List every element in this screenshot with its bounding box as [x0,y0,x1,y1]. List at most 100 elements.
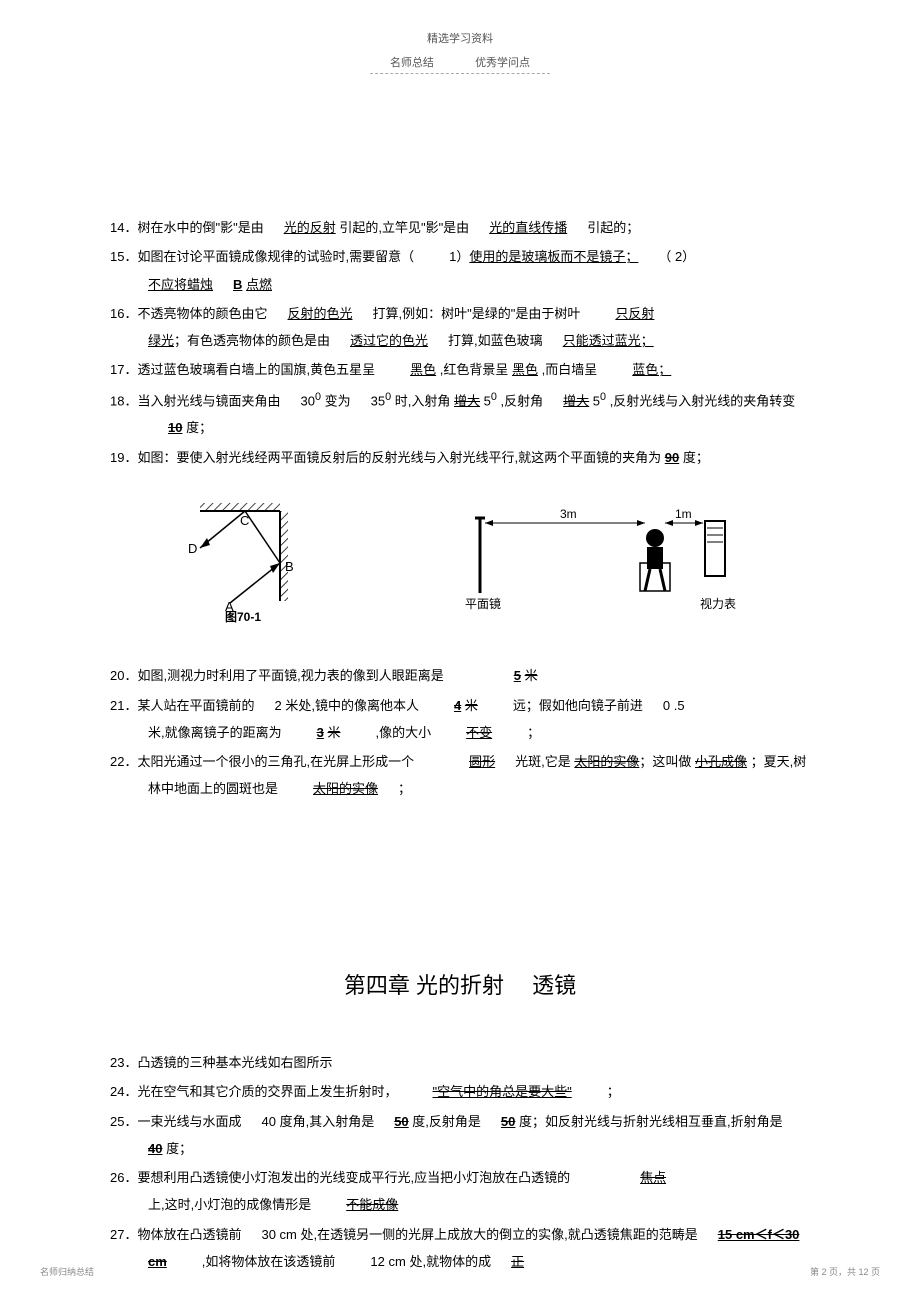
svg-text:3m: 3m [560,507,577,521]
header-sub-left: 名师总结 [390,57,434,69]
q-text: 度； [186,420,212,435]
q-text: 引起的,立竿见"影"是由 [339,220,469,235]
q-answer: 10 [168,420,182,435]
svg-text:图70-1: 图70-1 [225,610,261,623]
q-text: 米 [525,668,538,683]
q-text: 不透亮物体的颜色由它 [137,306,267,321]
q-answer: 黑色 [410,362,436,377]
q-text: ； [398,781,411,796]
q-answer: 光的直线传播 [489,220,567,235]
question-19: 19．如图：要使入射光线经两平面镜反射后的反射光线与入射光线平行,就这两个平面镜… [110,444,810,471]
q-num: 21． [110,698,137,713]
q-answer: 不变 [466,725,492,740]
q-answer: 透过它的色光 [350,333,428,348]
q-text: ,像的大小 [376,725,432,740]
q-text: 光斑,它是 [515,754,571,769]
question-16: 16．不透亮物体的颜色由它反射的色光打算,例如：树叶"是绿的"是由于树叶只反射 … [110,300,810,355]
q-text: 时,入射角 [395,393,451,408]
q-text: ,而白墙呈 [542,362,598,377]
q-num: 23． [110,1055,137,1070]
q-answer: "空气中的角总是要大些" [432,1084,571,1099]
q-text: ,反射光线与入射光线的夹角转变 [610,393,796,408]
q-text: 度； [166,1141,192,1156]
q-text: 1） [449,249,469,264]
footer-left: 名师归纳总结 [40,1265,94,1278]
question-20: 20．如图,测视力时利用了平面镜,视力表的像到人眼距离是5 米 [110,662,810,689]
q-answer: 太阳的实像 [313,781,378,796]
q-text: 物体放在凸透镜前 [137,1227,241,1242]
question-26: 26．要想利用凸透镜使小灯泡发出的光线变成平行光,应当把小灯泡放在凸透镜的焦点 … [110,1164,810,1219]
q-text: 度,反射角是 [412,1114,481,1129]
q-sup: 0 [315,391,321,403]
q-answer: 增大 [563,393,589,408]
q-answer: B [233,277,242,292]
q-text: 树在水中的倒"影"是由 [137,220,263,235]
q-answer: 不能成像 [346,1197,398,1212]
q-answer: 不应将蜡烛 [148,277,213,292]
q-answer: 蓝色； [632,362,671,377]
svg-text:B: B [285,559,294,574]
q-text: 太阳光通过一个很小的三角孔,在光屏上形成一个 [137,754,414,769]
q-num: 17． [110,362,137,377]
q-num: 24． [110,1084,137,1099]
q-value: 40 [261,1114,275,1129]
q-answer: 只反射 [615,306,654,321]
q-text: 度角,其入射角是 [280,1114,375,1129]
q-answer: 5 [514,668,521,683]
q-text: ,红色背景呈 [440,362,509,377]
q-answer: 90 [665,450,679,465]
q-num: 22． [110,754,137,769]
footer-right: 第 2 页，共 12 页 [810,1265,880,1278]
q-text: 米 [465,698,478,713]
q-answer: 圆形 [469,754,495,769]
q-text: 某人站在平面镜前的 [137,698,254,713]
chapter-title: 第四章 光的折射 透镜 [110,963,810,1009]
svg-text:D: D [188,541,197,556]
question-25: 25．一束光线与水面成40 度角,其入射角是50 度,反射角是50 度；如反射光… [110,1108,810,1163]
q-sup: 0 [600,391,606,403]
q-sup: 0 [491,391,497,403]
q-text: 要想利用凸透镜使小灯泡发出的光线变成平行光,应当把小灯泡放在凸透镜的 [137,1170,570,1185]
q-text: 米 [327,725,340,740]
q-answer: 反射的色光 [287,306,352,321]
question-17: 17．透过蓝色玻璃看白墙上的国旗,黄色五星呈黑色 ,红色背景呈 黑色 ,而白墙呈… [110,356,810,383]
question-18: 18．当入射光线与镜面夹角由300 变为350 时,入射角 增大 50 ,反射角… [110,386,810,442]
q-num: 25． [110,1114,137,1129]
q-answer: 40 [148,1141,162,1156]
q-text: （ 2） [658,249,695,264]
q-answer: 只能透过蓝光； [563,333,654,348]
q-num: 18． [110,393,137,408]
q-answer: 焦点 [640,1170,666,1185]
q-answer: 绿光 [148,333,174,348]
header-top: 精选学习资料 [0,0,920,46]
svg-text:1m: 1m [675,507,692,521]
q-num: 19． [110,450,137,465]
q-answer: 增大 [454,393,480,408]
q-answer: 50 [394,1114,408,1129]
q-text: 如图在讨论平面镜成像规律的试验时,需要留意（ [137,249,414,264]
q-answer: 小孔成像 [695,754,747,769]
q-text: 透过蓝色玻璃看白墙上的国旗,黄色五星呈 [137,362,375,377]
q-value: 5 [593,393,600,408]
question-15: 15．如图在讨论平面镜成像规律的试验时,需要留意（1）使用的是玻璃板而不是镜子；… [110,243,810,298]
question-14: 14．树在水中的倒"影"是由光的反射 引起的,立竿见"影"是由光的直线传播引起的… [110,214,810,241]
q-text: ；有色透亮物体的颜色是由 [174,333,330,348]
q-answer: 使用的是玻璃板而不是镜子； [469,249,638,264]
q-num: 20． [110,668,137,683]
q-answer: 4 [454,698,461,713]
svg-text:C: C [240,513,249,528]
q-answer: 3 [317,725,324,740]
svg-text:平面镜: 平面镜 [465,596,501,611]
q-answer: 正 [511,1254,524,1269]
q-text: 米,就像离镜子的距离为 [148,725,282,740]
q-text: 变为 [325,393,351,408]
q-text: ,如将物体放在该透镜前 [202,1254,336,1269]
q-value: 30 cm [261,1227,296,1242]
q-text: ,反射角 [501,393,544,408]
q-num: 27． [110,1227,137,1242]
q-text: ； [607,1084,620,1099]
q-value: 12 cm [370,1254,405,1269]
q-answer: 光的反射 [284,220,336,235]
q-text: 处,就物体的成 [409,1254,491,1269]
q-text: 光在空气和其它介质的交界面上发生折射时， [137,1084,397,1099]
